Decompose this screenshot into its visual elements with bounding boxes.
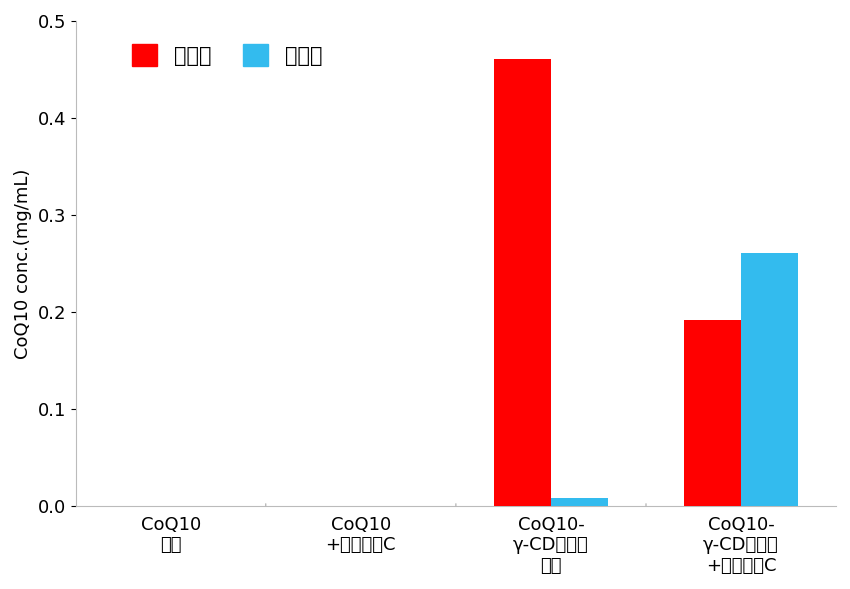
Bar — [494, 59, 551, 506]
Bar — [684, 320, 741, 506]
Bar — [551, 498, 608, 506]
Y-axis label: CoQ10 conc.(mg/mL): CoQ10 conc.(mg/mL) — [14, 168, 32, 359]
Legend: 酸化型, 還元型: 酸化型, 還元型 — [124, 36, 331, 75]
Bar — [741, 253, 798, 506]
